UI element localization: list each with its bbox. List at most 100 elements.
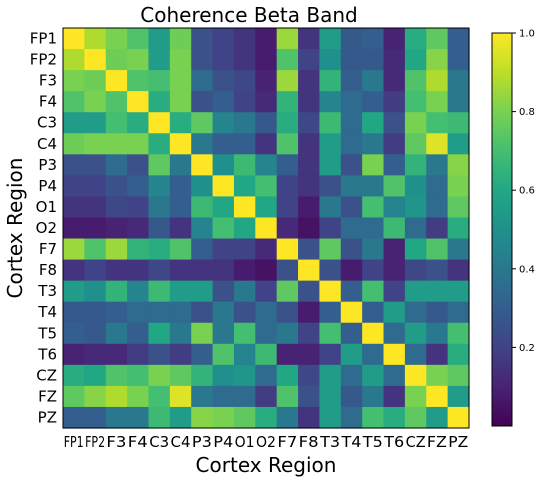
- colorbar-tick-label: 0.6: [519, 186, 535, 197]
- heatmap-cell-P3-T4: [340, 154, 363, 176]
- heatmap-cell-T3-CZ: [404, 280, 427, 303]
- heatmap-cell-T6-C4: [169, 343, 192, 366]
- y-tick-label-T5: T5: [37, 324, 57, 342]
- y-axis-label: Cortex Region: [3, 158, 27, 299]
- heatmap-cell-C4-F4: [127, 133, 150, 155]
- heatmap-cell-FP1-F8: [298, 28, 321, 50]
- heatmap-cell-T4-F7: [276, 301, 299, 324]
- heatmap-cell-T5-O1: [233, 322, 256, 345]
- heatmap-cell-F4-P4: [212, 91, 235, 113]
- heatmap-cell-F3-C3: [148, 70, 171, 92]
- heatmap-cell-F8-T6: [383, 259, 406, 282]
- heatmap-cell-C4-T5: [362, 133, 385, 155]
- heatmap-cell-P3-C3: [148, 154, 171, 176]
- heatmap-cell-P3-F3: [105, 154, 128, 176]
- heatmap-cell-O1-F7: [276, 196, 299, 219]
- heatmap-cell-FZ-T6: [383, 385, 406, 408]
- heatmap-cell-F7-T5: [362, 238, 385, 261]
- heatmap-cell-FZ-F8: [298, 385, 321, 408]
- heatmap-cell-P3-F8: [298, 154, 321, 176]
- heatmap-cell-O2-T4: [340, 217, 363, 240]
- heatmap-cell-FZ-F7: [276, 385, 299, 408]
- heatmap-cell-O1-FP1: [63, 196, 85, 219]
- heatmap-cell-P4-FP1: [63, 175, 85, 198]
- heatmap-cell-CZ-C3: [148, 364, 171, 387]
- heatmap-cell-FZ-T4: [340, 385, 363, 408]
- y-tick-label-C3: C3: [37, 114, 57, 132]
- heatmap-cell-T3-FZ: [426, 280, 449, 303]
- heatmap-cell-F4-O2: [255, 91, 278, 113]
- heatmap-cell-F7-C4: [169, 238, 192, 261]
- heatmap-cell-O1-P3: [191, 196, 214, 219]
- heatmap-cell-CZ-P4: [212, 364, 235, 387]
- heatmap-cell-P3-FP1: [63, 154, 85, 176]
- heatmap-cell-T6-CZ: [404, 343, 427, 366]
- heatmap-cell-T6-F7: [276, 343, 299, 366]
- heatmap-cell-FZ-F4: [127, 385, 150, 408]
- x-tick-label-FP1: FP1: [64, 433, 84, 451]
- y-tick-label-O2: O2: [36, 219, 57, 237]
- heatmap-cell-O1-C4: [169, 196, 192, 219]
- heatmap-cell-F3-T4: [340, 70, 363, 92]
- colorbar: [491, 32, 513, 427]
- heatmap-cell-P4-P3: [191, 175, 214, 198]
- heatmap-cell-C3-FP1: [63, 112, 85, 134]
- y-tick-label-FP2: FP2: [30, 51, 57, 69]
- heatmap-cell-O1-O1: [233, 196, 256, 219]
- heatmap-cell-FZ-FP1: [63, 385, 85, 408]
- heatmap-cell-CZ-O2: [255, 364, 278, 387]
- heatmap-cell-T6-T5: [362, 343, 385, 366]
- heatmap-cell-T4-F4: [127, 301, 150, 324]
- heatmap-cell-C4-P4: [212, 133, 235, 155]
- heatmap-cell-F3-C4: [169, 70, 192, 92]
- heatmap-cell-F8-CZ: [404, 259, 427, 282]
- heatmap-cell-O2-T6: [383, 217, 406, 240]
- heatmap-cell-F4-T3: [319, 91, 342, 113]
- heatmap-cell-P3-P4: [212, 154, 235, 176]
- heatmap-cell-F7-O2: [255, 238, 278, 261]
- heatmap-cell-FP2-FP2: [84, 49, 107, 71]
- heatmap-cell-T3-T3: [319, 280, 342, 303]
- heatmap-cell-FP2-T5: [362, 49, 385, 71]
- heatmap-cell-P4-PZ: [447, 175, 470, 198]
- heatmap-cell-T6-T4: [340, 343, 363, 366]
- colorbar-tick-label: 0.8: [519, 107, 535, 118]
- heatmap-cell-C3-P4: [212, 112, 235, 134]
- heatmap-cell-P4-P4: [212, 175, 235, 198]
- heatmap-cell-O1-T5: [362, 196, 385, 219]
- x-tick-label-C3: C3: [149, 433, 169, 451]
- x-tick-label-FZ: FZ: [427, 433, 447, 451]
- heatmap-cell-CZ-PZ: [447, 364, 470, 387]
- heatmap-cell-O1-F3: [105, 196, 128, 219]
- chart-title: Coherence Beta Band: [140, 3, 357, 27]
- heatmap-cell-P3-C4: [169, 154, 192, 176]
- heatmap-cell-FP2-CZ: [404, 49, 427, 71]
- heatmap-cell-C3-T6: [383, 112, 406, 134]
- heatmap-cell-FP2-F8: [298, 49, 321, 71]
- heatmap-cell-O1-F4: [127, 196, 150, 219]
- heatmap-cell-O1-C3: [148, 196, 171, 219]
- heatmap-cell-F8-F7: [276, 259, 299, 282]
- heatmap-cell-T4-FP2: [84, 301, 107, 324]
- heatmap-cell-T6-O2: [255, 343, 278, 366]
- heatmap-cell-FP2-O2: [255, 49, 278, 71]
- heatmap-cell-FP1-T5: [362, 28, 385, 50]
- heatmap-cell-PZ-F8: [298, 406, 321, 429]
- y-tick-label-F3: F3: [39, 72, 57, 90]
- heatmap-cell-F8-T4: [340, 259, 363, 282]
- heatmap-cell-T4-F3: [105, 301, 128, 324]
- heatmap-cell-CZ-C4: [169, 364, 192, 387]
- heatmap-cell-CZ-FP1: [63, 364, 85, 387]
- heatmap-cell-F7-FP2: [84, 238, 107, 261]
- heatmap-cell-T6-P3: [191, 343, 214, 366]
- heatmap-cell-F3-CZ: [404, 70, 427, 92]
- heatmap-cell-T6-FZ: [426, 343, 449, 366]
- y-tick-label-FP1: FP1: [30, 30, 57, 48]
- heatmap-cell-FP1-P4: [212, 28, 235, 50]
- heatmap-cell-T4-F8: [298, 301, 321, 324]
- heatmap-cell-T3-F3: [105, 280, 128, 303]
- heatmap-cell-T6-T3: [319, 343, 342, 366]
- heatmap-cell-PZ-O2: [255, 406, 278, 429]
- heatmap-cell-P3-P3: [191, 154, 214, 176]
- heatmap-cell-CZ-FP2: [84, 364, 107, 387]
